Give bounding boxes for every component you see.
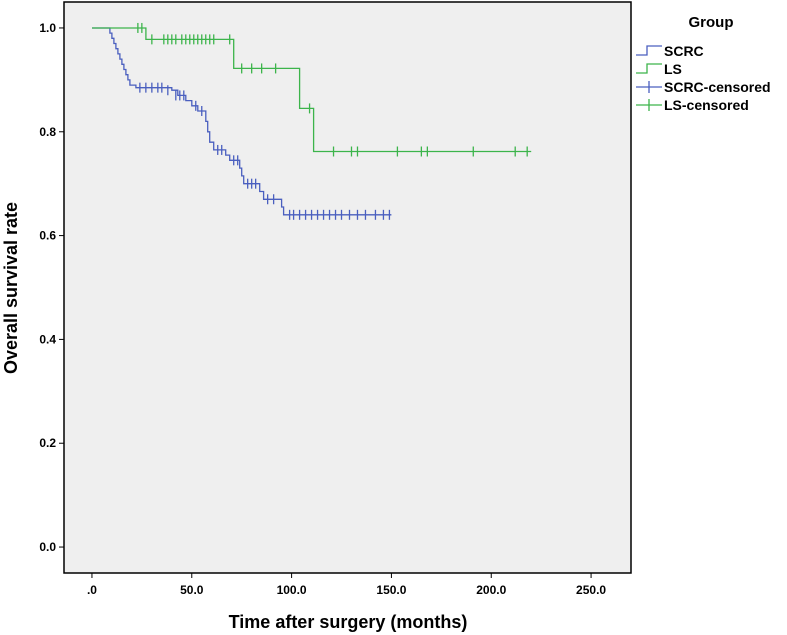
y-tick-label: 0.2 (39, 436, 56, 450)
km-curve-scrc (92, 27, 392, 216)
legend: SCRC LS SCRC-censored LS-censored (636, 43, 771, 113)
x-tick-label: 150.0 (376, 583, 406, 597)
legend-label: SCRC (664, 43, 704, 59)
legend-label: SCRC-censored (664, 79, 771, 95)
legend-item: SCRC (636, 43, 704, 59)
x-axis: .0 50.0 100.0 150.0 200.0 250.0 (87, 573, 606, 597)
x-tick-label: 250.0 (576, 583, 606, 597)
y-axis-title: Overall survival rate (1, 202, 21, 374)
legend-label: LS-censored (664, 97, 749, 113)
x-tick-label: 200.0 (476, 583, 506, 597)
legend-item: SCRC-censored (636, 79, 771, 95)
legend-label: LS (664, 61, 682, 77)
plot-background (63, 1, 632, 574)
x-axis-title: Time after surgery (months) (229, 612, 468, 632)
x-tick-label: .0 (87, 583, 97, 597)
y-tick-label: 0.4 (39, 332, 56, 346)
x-tick-label: 100.0 (277, 583, 307, 597)
x-tick-label: 50.0 (180, 583, 204, 597)
legend-step-icon (636, 45, 662, 56)
survival-curves (92, 27, 532, 216)
legend-item: LS (636, 61, 682, 77)
y-tick-label: 0.6 (39, 229, 56, 243)
legend-title: Group (689, 14, 734, 31)
y-tick-label: 0.8 (39, 125, 56, 139)
censored-markers (137, 22, 528, 220)
legend-item: LS-censored (636, 97, 749, 113)
legend-step-icon (636, 63, 662, 74)
y-tick-label: 1.0 (39, 21, 56, 35)
y-axis: 0.0 0.2 0.4 0.6 0.8 1.0 (39, 21, 64, 554)
y-tick-label: 0.0 (39, 540, 56, 554)
km-curve-ls (92, 27, 532, 153)
